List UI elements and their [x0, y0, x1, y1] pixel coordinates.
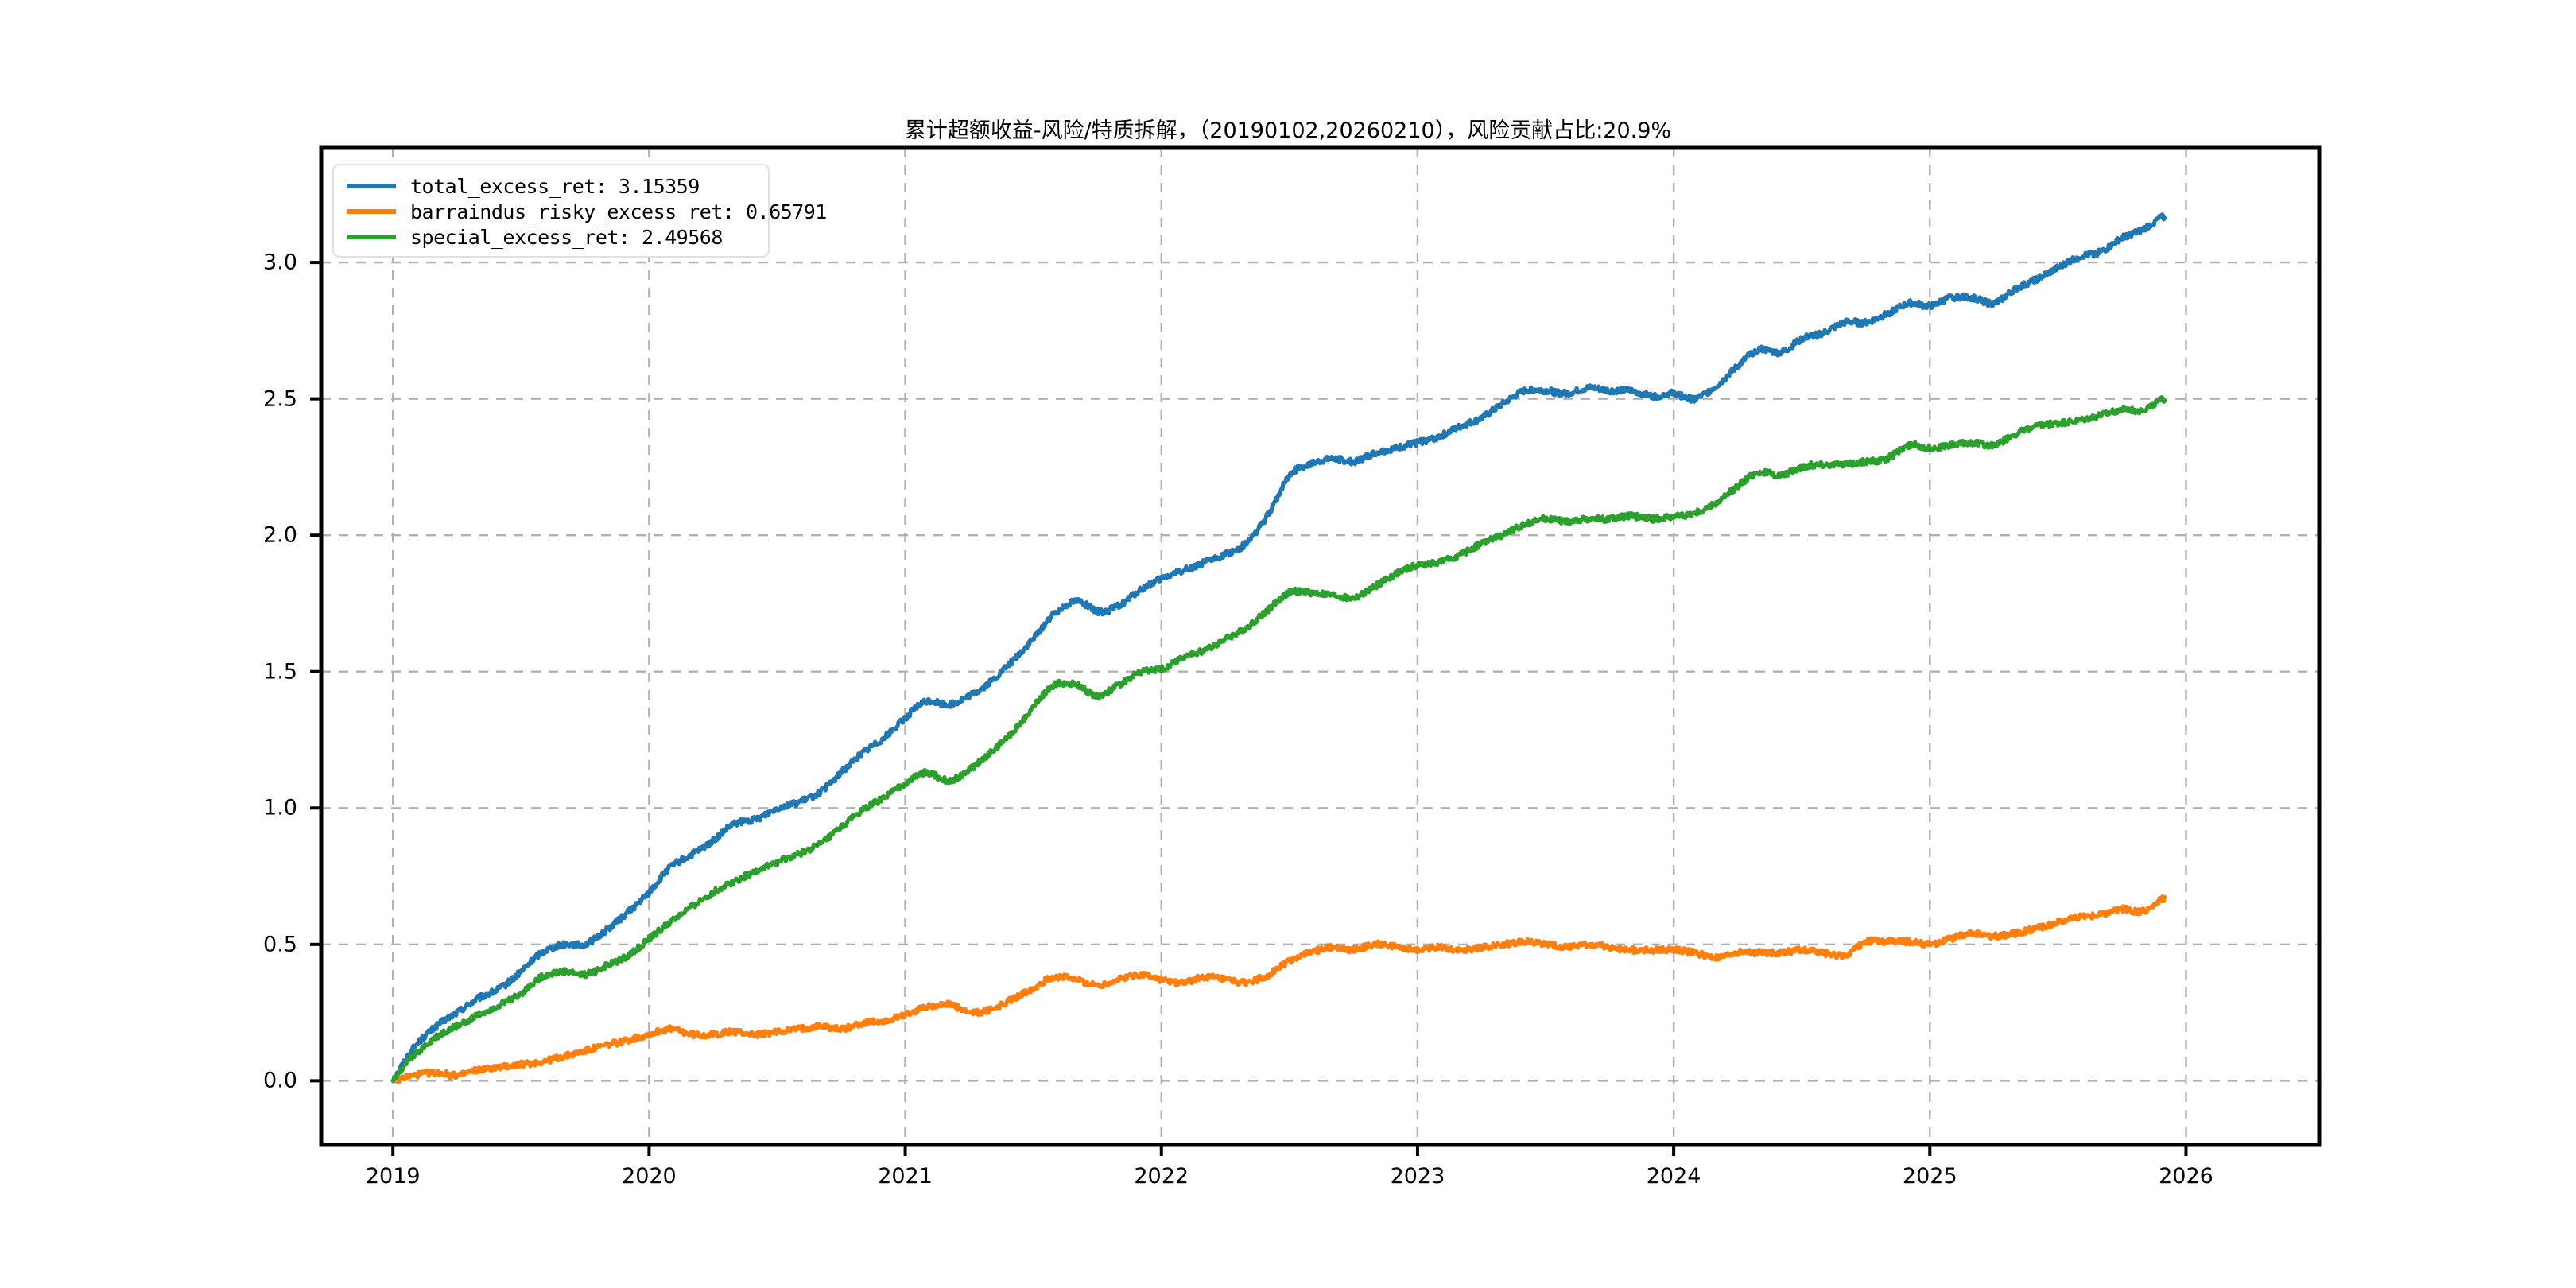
x-tick-label: 2023	[1390, 1164, 1445, 1189]
y-tick-label: 1.5	[263, 659, 297, 685]
x-tick-label: 2024	[1646, 1164, 1701, 1189]
x-tick-label: 2020	[622, 1164, 677, 1189]
x-tick-label: 2019	[365, 1164, 421, 1189]
legend-item-barraindus-risky-excess-ret: barraindus_risky_excess_ret: 0.65791	[334, 199, 827, 224]
x-tick-label: 2022	[1134, 1164, 1189, 1189]
chart-legend: total_excess_ret: 3.15359 barraindus_ris…	[332, 164, 827, 258]
y-tick-label: 1.0	[263, 795, 297, 821]
tick-marks	[310, 261, 2188, 1156]
legend-label-barraindus-risky-excess-ret: barraindus_risky_excess_ret: 0.65791	[410, 200, 827, 223]
y-tick-label: 0.0	[263, 1068, 297, 1093]
legend-swatch-blue-line	[347, 184, 396, 188]
gridlines	[321, 148, 2319, 1145]
series-lines	[390, 212, 2167, 1084]
y-tick-label: 2.5	[263, 386, 297, 412]
legend-swatch-green-line	[347, 235, 396, 239]
x-tick-label: 2021	[878, 1164, 933, 1189]
y-tick-label: 2.0	[263, 522, 297, 548]
legend-item-total-excess-ret: total_excess_ret: 3.15359	[334, 173, 768, 199]
legend-label-total-excess-ret: total_excess_ret: 3.15359	[410, 174, 700, 198]
y-tick-label: 3.0	[263, 250, 297, 275]
legend-swatch-orange-line	[347, 209, 396, 214]
legend-label-special-excess-ret: special_excess_ret: 2.49568	[410, 225, 723, 249]
legend-item-special-excess-ret: special_excess_ret: 2.49568	[334, 224, 768, 250]
y-tick-label: 0.5	[263, 932, 297, 957]
chart-title: 累计超额收益-风险/特质拆解，（20190102,20260210），风险贡献占…	[904, 118, 1672, 143]
axes-frame	[319, 145, 2322, 1147]
x-tick-label: 2025	[1902, 1164, 1957, 1189]
x-tick-label: 2026	[2159, 1164, 2213, 1189]
